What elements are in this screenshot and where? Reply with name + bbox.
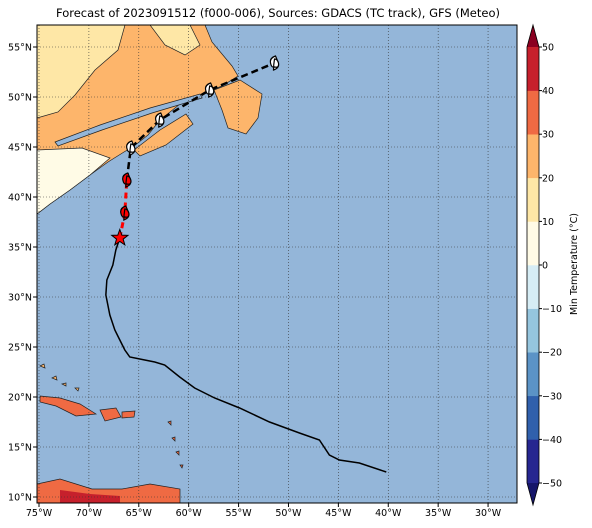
bahamas	[39, 363, 80, 392]
x-tick-label: 70°W	[76, 508, 103, 519]
x-tick-label: 35°W	[425, 508, 452, 519]
land	[36, 24, 263, 504]
colorbar-tick-label: 40	[542, 86, 554, 97]
y-tick-label: 10°N	[8, 493, 32, 504]
colorbar-bin	[527, 352, 539, 397]
y-tick-label: 35°N	[8, 243, 32, 254]
cyclone-symbol	[126, 140, 136, 156]
x-tick-label: 75°W	[26, 508, 53, 519]
x-tick-label: 65°W	[126, 508, 153, 519]
colorbar-under	[527, 483, 539, 505]
past-track	[105, 237, 387, 473]
colorbar-label: Min Temperature (°C)	[569, 213, 580, 315]
x-tick-label: 40°W	[375, 508, 402, 519]
track	[105, 55, 387, 473]
y-tick-label: 40°N	[8, 193, 32, 204]
map-title: Forecast of 2023091512 (f000-006), Sourc…	[56, 6, 500, 20]
colorbar-tick-label: 0	[542, 261, 548, 272]
cyclone-symbol	[120, 205, 130, 221]
colorbar-over	[527, 25, 539, 47]
cuba	[39, 395, 98, 417]
colorbar-bin	[527, 439, 539, 484]
nova-scotia	[133, 113, 194, 157]
colorbar-tick-label: −30	[542, 391, 562, 402]
colorbar-bin	[527, 395, 539, 440]
cyclone-symbol	[155, 112, 165, 128]
cyclone-symbol	[204, 82, 215, 98]
grid	[37, 25, 517, 503]
colorbar-tick-label: 10	[542, 217, 554, 228]
cyclone-symbol	[269, 55, 280, 71]
puerto-rico	[121, 410, 136, 419]
x-tick-label: 50°W	[275, 508, 302, 519]
x-tick-label: 55°W	[225, 508, 252, 519]
cyclone-symbol	[122, 172, 132, 188]
x-tick-label: 45°W	[325, 508, 352, 519]
colorbar-bin	[527, 265, 539, 309]
colorbar-tick-label: 20	[542, 173, 554, 184]
y-tick-label: 15°N	[8, 443, 32, 454]
y-tick-label: 30°N	[8, 293, 32, 304]
colorbar-tick-label: 50	[542, 43, 554, 54]
colorbar-tick-label: −20	[542, 348, 562, 359]
colorbar-tick-label: −10	[542, 304, 562, 315]
y-tick-label: 45°N	[8, 143, 32, 154]
colorbar-bin	[527, 134, 539, 179]
lesser-antilles	[167, 420, 184, 469]
x-tick-label: 60°W	[176, 508, 203, 519]
colorbar-bin	[527, 90, 539, 135]
st-lawrence	[54, 93, 203, 147]
map-frame	[36, 24, 518, 504]
colorbar-tick-label: −50	[542, 479, 562, 490]
cold-region	[36, 24, 126, 119]
colorbar-bin	[527, 308, 539, 353]
colorbar-bin	[527, 221, 539, 266]
y-tick-label: 25°N	[8, 343, 32, 354]
y-tick-label: 50°N	[8, 93, 32, 104]
newfoundland	[213, 79, 263, 135]
colorbar-tick-label: 30	[542, 130, 554, 141]
colorbar-bin	[527, 177, 539, 222]
colorbar-bin	[527, 47, 539, 91]
x-tick-label: 30°W	[475, 508, 502, 519]
northeast-us	[36, 147, 111, 215]
colorbar: −50 −40 −30 −20 −10 0 10 20 30 40 50	[526, 23, 562, 507]
y-tick-label: 20°N	[8, 393, 32, 404]
current-position	[110, 228, 130, 247]
warm-region	[60, 490, 120, 503]
hispaniola	[99, 407, 122, 422]
y-tick-label: 55°N	[8, 43, 32, 54]
colorbar-tick-label: −40	[542, 435, 562, 446]
